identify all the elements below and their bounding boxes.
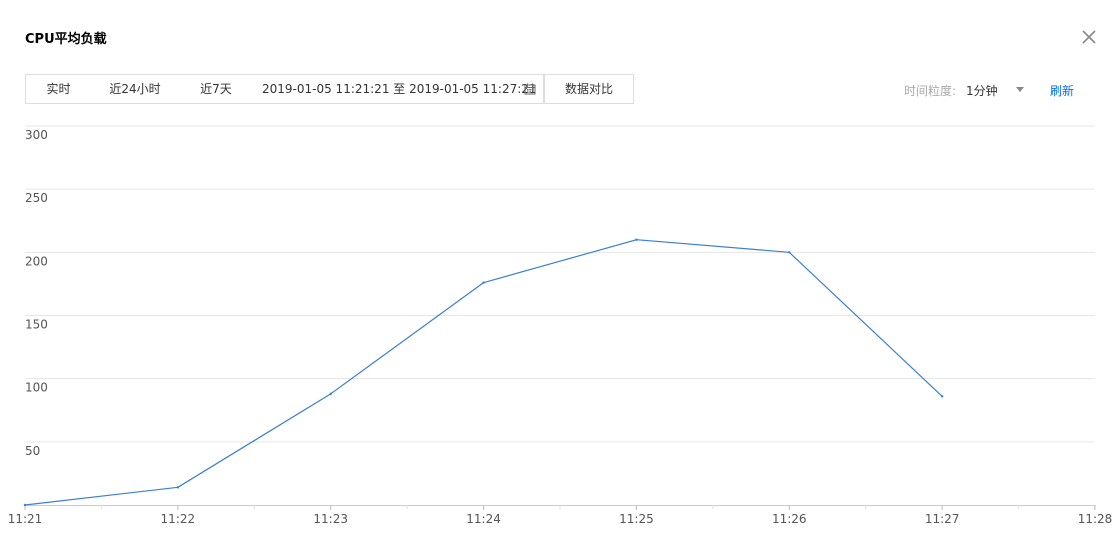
range-7d-button[interactable]: 近7天	[180, 74, 253, 104]
data-point	[635, 238, 638, 241]
chart-labels: 50 100 150 200 250 300 11:21 11:22 11:23 11:24 11:…	[8, 128, 1113, 526]
y-tick-label: 100	[25, 381, 48, 395]
data-point	[176, 486, 180, 489]
chevron-down-icon	[1016, 87, 1024, 92]
range-realtime-button[interactable]: 实时	[25, 74, 92, 104]
granularity-select[interactable]: 1分钟	[966, 82, 1028, 98]
granularity-label: 时间粒度:	[904, 84, 957, 98]
data-point	[940, 395, 944, 398]
data-point	[788, 251, 791, 254]
y-tick-label: 300	[25, 128, 48, 142]
y-tick-label: 50	[25, 444, 40, 458]
chart-series	[23, 238, 944, 507]
range-24h-button[interactable]: 近24小时	[90, 74, 181, 104]
data-point	[482, 281, 485, 284]
x-tick-label: 11:21	[8, 512, 43, 526]
x-tick-label: 11:28	[1078, 512, 1113, 526]
x-tick-label: 11:26	[772, 512, 807, 526]
data-point	[23, 503, 27, 507]
x-tick-label: 11:22	[161, 512, 196, 526]
granularity-value: 1分钟	[966, 84, 998, 98]
y-tick-label: 150	[25, 318, 48, 332]
dialog-title: CPU平均负载	[25, 32, 107, 47]
x-tick-label: 11:27	[925, 512, 960, 526]
calendar-icon	[524, 83, 536, 95]
cpu-load-line-chart: 50 100 150 200 250 300 11:21 11:22 11:23 11:24 11:…	[8, 125, 1113, 526]
date-range-text: 2019-01-05 11:21:21 至 2019-01-05 11:27:2…	[262, 82, 537, 96]
series-line	[24, 239, 943, 506]
compare-data-button[interactable]: 数据对比	[544, 74, 634, 104]
close-button[interactable]	[1078, 26, 1100, 48]
chart-x-axis	[24, 505, 1096, 510]
x-tick-label: 11:25	[619, 512, 654, 526]
data-point	[329, 392, 332, 396]
refresh-link[interactable]: 刷新	[1050, 84, 1075, 98]
x-tick-label: 11:24	[466, 512, 501, 526]
x-tick-label: 11:23	[313, 512, 348, 526]
y-tick-label: 250	[25, 191, 48, 205]
chart-grid	[25, 125, 1095, 443]
date-range-picker[interactable]: 2019-01-05 11:21:21 至 2019-01-05 11:27:2…	[252, 74, 544, 104]
close-icon	[1082, 30, 1096, 44]
y-tick-label: 200	[25, 254, 48, 268]
